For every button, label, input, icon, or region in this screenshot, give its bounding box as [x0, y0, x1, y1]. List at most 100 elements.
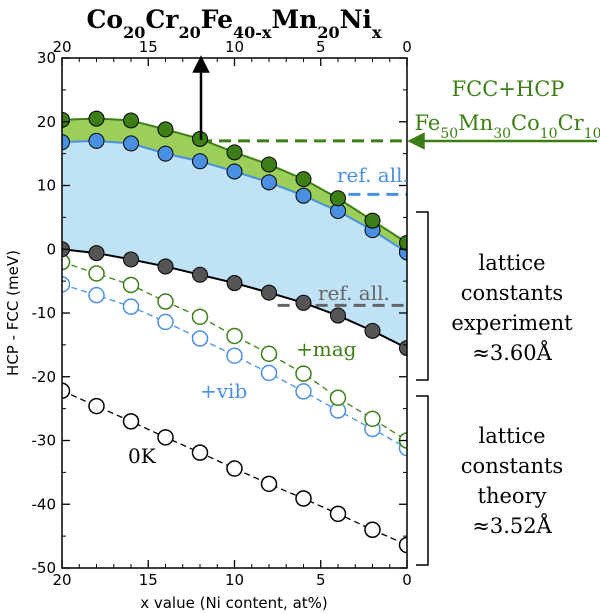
point-black-filled [261, 284, 277, 301]
bracket-theory [416, 395, 429, 566]
ref-label-blue: ref. all. [337, 163, 409, 187]
point-black-filled [295, 294, 312, 311]
series-line-green-open [62, 261, 407, 442]
x-tick-label-top: 20 [52, 38, 71, 56]
note-experiment-line: lattice [478, 251, 545, 275]
note-experiment-line: experiment [451, 311, 573, 335]
point-green-filled [157, 121, 174, 138]
x-tick-label-top: 15 [139, 38, 158, 56]
point-black-filled [157, 258, 174, 275]
point-black-open [398, 536, 407, 554]
point-black-filled [192, 266, 208, 283]
y-tick-label: 10 [37, 177, 56, 195]
ref-label-gray: ref. all. [318, 281, 390, 305]
x-tick-label-top: 0 [402, 38, 412, 56]
point-blue-open [191, 330, 209, 347]
point-blue-open [260, 364, 278, 382]
point-black-filled [88, 245, 105, 262]
point-black-open [364, 521, 381, 538]
series-line-blue-open [62, 283, 407, 449]
x-tick-label-bottom: 5 [316, 571, 326, 589]
point-green-open [364, 410, 381, 428]
point-blue-open [62, 276, 71, 293]
point-blue-filled [295, 187, 312, 204]
point-green-open [191, 308, 209, 326]
point-green-filled [226, 144, 243, 161]
y-tick-label: 0 [46, 240, 56, 258]
point-black-open [226, 460, 243, 477]
y-tick-label: -30 [32, 432, 57, 450]
point-black-open [122, 413, 140, 430]
point-black-filled [364, 322, 381, 339]
y-tick-label: -50 [32, 559, 57, 577]
band-green [62, 118, 407, 253]
y-tick-label: 20 [37, 113, 56, 131]
x-axis-label: x value (Ni content, at%) [140, 594, 328, 612]
point-green-open [226, 327, 243, 345]
point-blue-filled [226, 163, 243, 180]
point-blue-open [226, 347, 243, 364]
point-green-filled [295, 171, 312, 188]
note-theory-line: constants [461, 454, 563, 478]
fcc-hcp-formula: Fe50Mn30Co10Cr10 [414, 111, 600, 142]
x-tick-label-bottom: 0 [402, 571, 412, 589]
point-black-open [295, 490, 312, 507]
point-green-open [157, 293, 174, 310]
note-experiment-line: constants [461, 281, 563, 305]
point-black-filled [399, 340, 407, 357]
point-black-filled [226, 275, 243, 292]
point-blue-filled [123, 135, 139, 152]
point-green-open [62, 253, 71, 271]
point-green-filled [364, 212, 381, 229]
bracket-experiment [416, 211, 429, 381]
point-blue-open [88, 286, 105, 304]
series-label-0k: 0K [128, 444, 157, 468]
point-blue-filled [88, 132, 105, 149]
x-tick-label-bottom: 20 [52, 571, 71, 589]
x-tick-label-bottom: 10 [225, 571, 244, 589]
series-line-black-open [62, 390, 407, 546]
y-tick-label: -10 [32, 304, 57, 322]
point-blue-filled [261, 174, 277, 191]
point-green-filled [123, 112, 139, 129]
point-black-open [191, 444, 209, 461]
point-blue-filled [192, 153, 208, 170]
note-theory-line: ≈3.52Å [472, 513, 552, 538]
point-green-filled [88, 110, 105, 127]
point-black-open [329, 505, 347, 523]
point-blue-open [122, 298, 140, 315]
point-green-open [295, 365, 312, 382]
note-theory-line: lattice [478, 424, 545, 448]
point-green-filled [330, 190, 346, 207]
y-tick-label: -20 [32, 368, 57, 386]
bands [62, 118, 407, 349]
point-black-filled [123, 251, 139, 268]
y-tick-label: 30 [37, 49, 56, 67]
note-experiment-line: ≈3.60Å [472, 340, 552, 365]
point-green-filled [62, 111, 70, 128]
point-green-filled [261, 156, 277, 173]
point-green-open [329, 389, 347, 407]
series-label-vib: +vib [200, 379, 247, 403]
point-blue-filled [62, 134, 70, 151]
point-green-open [260, 345, 278, 363]
point-green-open [122, 276, 140, 294]
point-black-open [260, 475, 278, 493]
point-black-open [62, 382, 71, 400]
x-tick-label-top: 10 [225, 38, 244, 56]
point-green-open [88, 265, 105, 282]
y-axis-label: HCP - FCC (meV) [4, 250, 22, 376]
x-tick-label-top: 5 [316, 38, 326, 56]
chart-title: Co20Cr20Fe40-xMn20Nix [87, 5, 382, 42]
band-blue [62, 140, 407, 349]
y-tick-label: -40 [32, 495, 57, 513]
note-theory: lattice constants theory ≈3.52Å [461, 424, 563, 538]
note-experiment: lattice constants experiment ≈3.60Å [451, 251, 573, 365]
point-black-filled [330, 307, 346, 324]
fcc-hcp-label: FCC+HCP [452, 77, 565, 101]
x-tick-label-bottom: 15 [139, 571, 158, 589]
point-black-open [88, 397, 105, 415]
series-layer [62, 110, 407, 554]
